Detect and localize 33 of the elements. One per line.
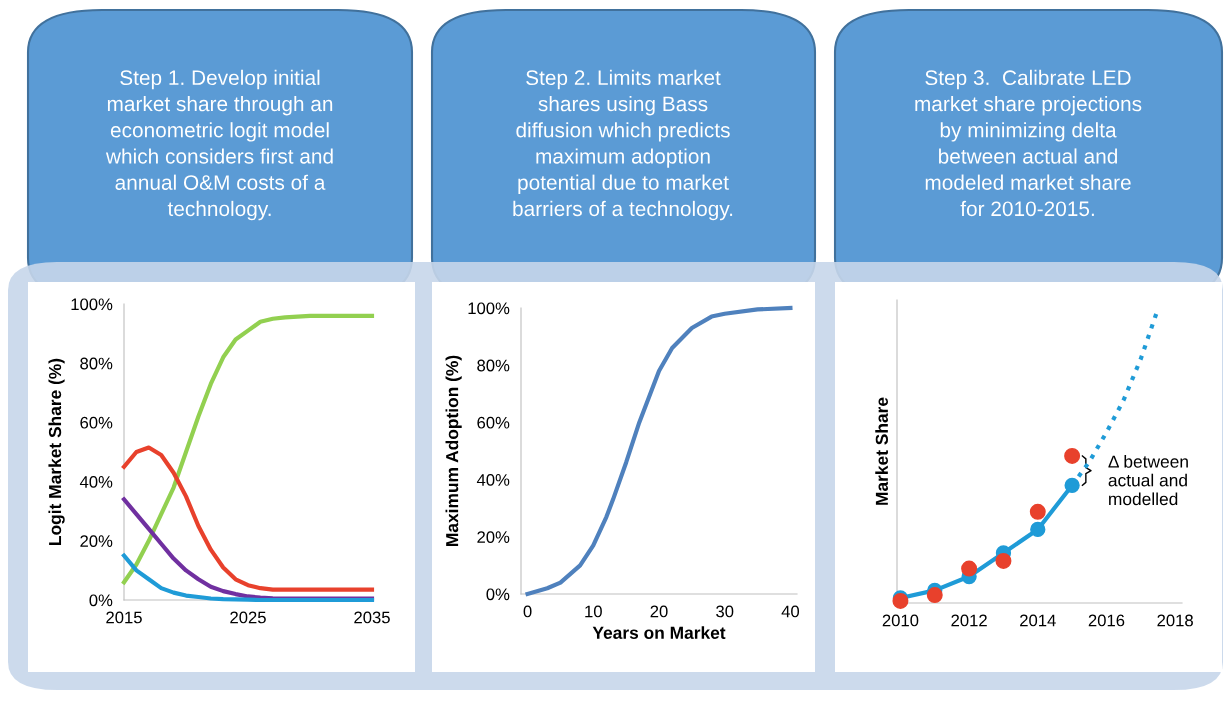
x-tick-label: 10 xyxy=(585,605,602,618)
x-tick-label: 2035 xyxy=(354,611,390,624)
y-tick-label: 40% xyxy=(79,476,113,488)
y-tick-label: 0% xyxy=(89,594,113,607)
y-tick-label: 100% xyxy=(468,302,510,315)
y-tick-label: 60% xyxy=(80,416,113,429)
chart-title: Step 3. Calibrate LED market share projections by minimizing delta between actual and modeled market share for 2010-2015. xyxy=(915,69,1142,217)
y-tick-label: 60% xyxy=(477,416,510,429)
x-tick-label: 2018 xyxy=(1157,614,1193,627)
x-tick-label: 40 xyxy=(781,605,800,618)
x-tick-label: 2015 xyxy=(106,611,142,624)
y-tick-label: 80% xyxy=(80,357,113,370)
x-tick-label: 2016 xyxy=(1088,614,1125,627)
x-tick-label: 0 xyxy=(523,605,532,618)
x-tick-label: 2014 xyxy=(1020,614,1056,627)
chart-title: Step 2. Limits market shares using Bass diffusion which predicts maximum adoption potential due to market barriers of a technology. xyxy=(513,69,733,221)
x-tick-label: 2010 xyxy=(882,614,919,627)
annotation: Δ between actual and modelled xyxy=(1108,455,1188,506)
y-tick-label: 0% xyxy=(486,588,510,601)
y-tick-label: 20% xyxy=(80,535,113,547)
x-tick-label: 20 xyxy=(650,605,668,618)
y-tick-label: 80% xyxy=(477,359,510,372)
y-tick-label: 100% xyxy=(71,298,113,311)
y-axis-title: Maximum Adoption (%) xyxy=(445,355,462,546)
x-tick-label: 30 xyxy=(716,605,734,618)
y-axis-title: Market Share xyxy=(875,397,889,505)
chart-title: Step 1. Develop initial market share through an econometric logit model which considers first and annual O&M costs of a technology. xyxy=(105,69,333,221)
x-tick-label: 2025 xyxy=(230,611,266,624)
y-tick-label: 20% xyxy=(477,531,510,543)
x-tick-label: 2012 xyxy=(951,614,987,627)
y-tick-label: 40% xyxy=(476,474,510,486)
y-axis-title: Logit Market Share (%) xyxy=(48,358,65,545)
x-axis-title: Years on Market xyxy=(592,626,726,639)
